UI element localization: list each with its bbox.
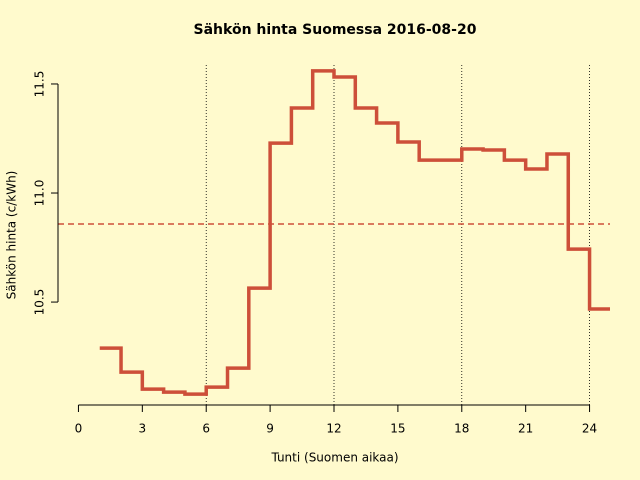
y-tick-label: 11.0 <box>33 180 47 207</box>
x-tick-label: 15 <box>390 422 405 436</box>
y-tick-label: 11.5 <box>33 71 47 98</box>
x-axis-label: Tunti (Suomen aikaa) <box>270 451 398 465</box>
plot-area <box>58 65 610 405</box>
chart-title: Sähkön hinta Suomessa 2016-08-20 <box>194 22 477 38</box>
x-tick-label: 24 <box>582 422 597 436</box>
x-tick-label: 18 <box>454 422 469 436</box>
x-tick-label: 9 <box>266 422 274 436</box>
step-line <box>99 69 610 396</box>
x-tick-label: 0 <box>75 422 83 436</box>
y-tick-label: 10.5 <box>33 289 47 316</box>
x-tick-label: 6 <box>202 422 210 436</box>
y-axis-label: Sähkön hinta (c/kWh) <box>5 171 19 300</box>
x-tick-label: 3 <box>139 422 147 436</box>
x-tick-label: 21 <box>518 422 533 436</box>
x-tick-label: 12 <box>326 422 341 436</box>
